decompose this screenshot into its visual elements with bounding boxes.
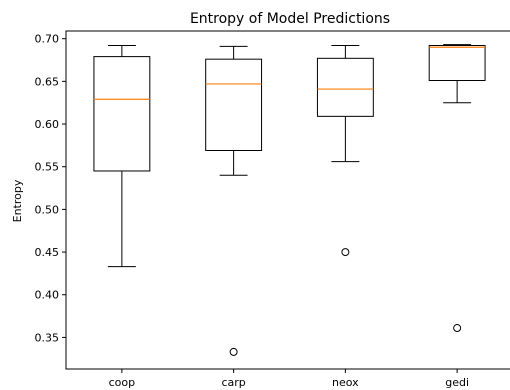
chart-title: Entropy of Model Predictions [190, 11, 390, 27]
y-tick-label: 0.40 [35, 289, 60, 302]
x-tick-label: carp [221, 376, 245, 389]
y-tick-label: 0.70 [35, 33, 60, 46]
x-tick-label: neox [332, 376, 359, 389]
y-tick-label: 0.50 [35, 203, 60, 216]
outlier-point [229, 347, 238, 356]
box-group-coop [93, 45, 151, 268]
y-axis-label: Entropy [11, 179, 24, 222]
plot-area: 0.35 0.40 0.45 0.50 0.55 0.60 0.65 0.70 coop carp… [35, 33, 486, 389]
box-group-neox [316, 45, 374, 257]
y-tick-label: 0.35 [35, 331, 60, 344]
plot-frame [65, 30, 510, 370]
y-tick-label: 0.60 [35, 118, 60, 131]
iqr-box [205, 58, 263, 151]
box-group-gedi [428, 44, 486, 333]
box-group-carp [205, 45, 263, 356]
y-tick-label: 0.55 [35, 161, 60, 174]
y-tick-label: 0.65 [35, 75, 60, 88]
iqr-box [428, 45, 486, 82]
iqr-box [93, 56, 151, 172]
x-tick-label: gedi [445, 376, 469, 389]
iqr-box [316, 57, 374, 117]
outlier-point [453, 324, 462, 333]
y-tick-label: 0.45 [35, 246, 60, 259]
x-tick-label: coop [109, 376, 136, 389]
outlier-point [341, 248, 350, 257]
